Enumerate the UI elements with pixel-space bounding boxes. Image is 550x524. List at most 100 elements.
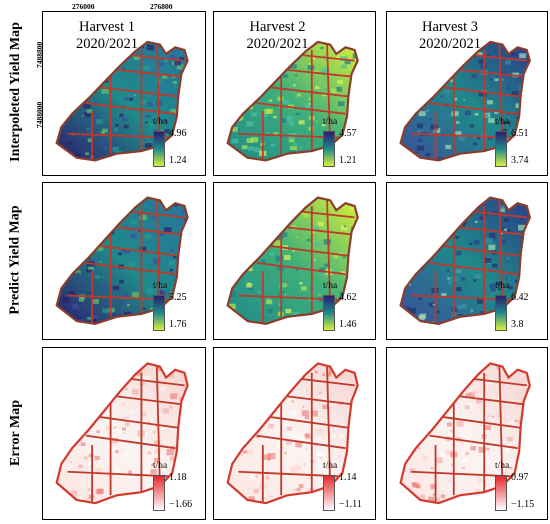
legend-max-value: 4.62 [339, 292, 357, 303]
legend-min-value: 1.21 [339, 155, 357, 166]
field-road [257, 436, 346, 449]
field-road [269, 87, 349, 96]
field-map [43, 348, 205, 519]
field-map [214, 348, 375, 519]
legend-color-bar [153, 475, 165, 511]
panel-error-harvest-3: t/ha 0.97 −1.15 [386, 347, 548, 520]
row-label-interpolated: Interpoleted Yield Map [2, 8, 30, 176]
legend-max-value: 1.18 [169, 472, 187, 483]
field-road [269, 417, 349, 428]
field-road [117, 396, 182, 404]
field-map [387, 183, 547, 339]
legend-unit: t/ha [495, 461, 510, 471]
field-road [257, 103, 346, 114]
legend-min-value: 3.74 [511, 155, 529, 166]
color-legend: t/ha 4.57 1.21 [323, 117, 375, 171]
panel-predicted-harvest-2: t/ha 4.62 1.46 [213, 182, 376, 340]
legend-min-value: 1.24 [169, 155, 187, 166]
field-road [157, 367, 160, 486]
legend-color-bar [495, 475, 507, 511]
legend-color-bar [153, 131, 165, 167]
field-road [460, 70, 524, 77]
field-road [499, 45, 502, 146]
panel-interpolated-harvest-2: Harvest 2 2020/2021 t/ha 4.57 1.21 [213, 11, 376, 176]
field-road [269, 246, 349, 256]
field-road [327, 200, 330, 308]
field-road [98, 417, 178, 428]
field-road [287, 396, 351, 404]
legend-color-bar [323, 475, 335, 511]
field-road [429, 103, 517, 114]
panel-error-harvest-1: t/ha 1.18 −1.66 [42, 347, 206, 520]
field-road [117, 227, 182, 234]
legend-min-value: −1.15 [511, 499, 535, 510]
row-label-interpolated-text: Interpoleted Yield Map [8, 22, 24, 162]
panel-predicted-harvest-1: t/ha 5.25 1.76 [42, 182, 206, 340]
panel-predicted-harvest-3: t/ha 6.42 3.8 [386, 182, 548, 340]
harvest-season: 2020/2021 [418, 36, 482, 52]
legend-max-value: 6.51 [511, 128, 529, 139]
color-legend: t/ha 1.18 −1.66 [153, 461, 205, 515]
field-road [460, 227, 524, 234]
legend-max-value: 6.42 [511, 292, 529, 303]
row-label-predicted: Predict Yield Map [2, 180, 30, 340]
legend-unit: t/ha [153, 281, 168, 291]
color-legend: t/ha 6.51 3.74 [495, 117, 547, 171]
legend-color-bar [323, 131, 335, 167]
field-road [429, 263, 517, 274]
legend-color-bar [153, 295, 165, 331]
color-legend: t/ha 6.42 3.8 [495, 281, 547, 335]
legend-max-value: 5.25 [169, 292, 187, 303]
color-legend: t/ha 4.96 1.24 [153, 117, 205, 171]
harvest-title: Harvest 3 2020/2021 [387, 19, 547, 53]
legend-unit: t/ha [323, 461, 338, 471]
legend-max-value: 4.96 [169, 128, 187, 139]
field-road [98, 87, 178, 96]
legend-unit: t/ha [153, 117, 168, 127]
harvest-name: Harvest 1 [79, 19, 135, 35]
row-label-error: Error Map [2, 345, 30, 520]
color-legend: t/ha 1.14 −1.11 [323, 461, 375, 515]
legend-unit: t/ha [153, 461, 168, 471]
field-road [442, 246, 521, 256]
field-road [86, 103, 175, 114]
legend-max-value: 4.57 [339, 128, 357, 139]
legend-unit: t/ha [495, 117, 510, 127]
color-legend: t/ha 5.25 1.76 [153, 281, 205, 335]
field-road [157, 45, 160, 146]
field-map [43, 183, 205, 339]
field-group [401, 198, 534, 328]
harvest-season: 2020/2021 [246, 36, 309, 52]
field-road [460, 396, 524, 404]
row-label-predicted-text: Predict Yield Map [8, 205, 24, 315]
field-surface [227, 363, 358, 504]
field-road [86, 263, 175, 274]
field-map [43, 12, 205, 175]
row-label-error-text: Error Map [8, 399, 24, 466]
field-road [257, 263, 346, 274]
color-legend: t/ha 4.62 1.46 [323, 281, 375, 335]
field-road [98, 246, 178, 256]
harvest-season: 2020/2021 [75, 36, 139, 52]
field-map [387, 12, 547, 175]
field-surface [56, 197, 188, 324]
field-map [214, 183, 375, 339]
harvest-title: Harvest 1 2020/2021 [43, 19, 205, 53]
panel-interpolated-harvest-3: Harvest 3 2020/2021 t/ha 6.51 3.74 [386, 11, 548, 176]
field-surface [400, 41, 530, 161]
harvest-title: Harvest 2 2020/2021 [214, 19, 375, 53]
legend-color-bar [323, 295, 335, 331]
field-road [327, 367, 330, 486]
field-road [117, 70, 182, 77]
legend-unit: t/ha [495, 281, 510, 291]
field-road [442, 417, 521, 428]
field-road [499, 367, 502, 486]
legend-min-value: 1.76 [169, 319, 187, 330]
legend-min-value: 1.46 [339, 319, 357, 330]
legend-unit: t/ha [323, 281, 338, 291]
color-legend: t/ha 0.97 −1.15 [495, 461, 547, 515]
legend-color-bar [495, 295, 507, 331]
panel-interpolated-harvest-1: Harvest 1 2020/2021 t/ha 4.96 1.24 [42, 11, 206, 176]
x-coordinate-1: 276000 [72, 2, 95, 11]
harvest-name: Harvest 2 [249, 19, 306, 35]
